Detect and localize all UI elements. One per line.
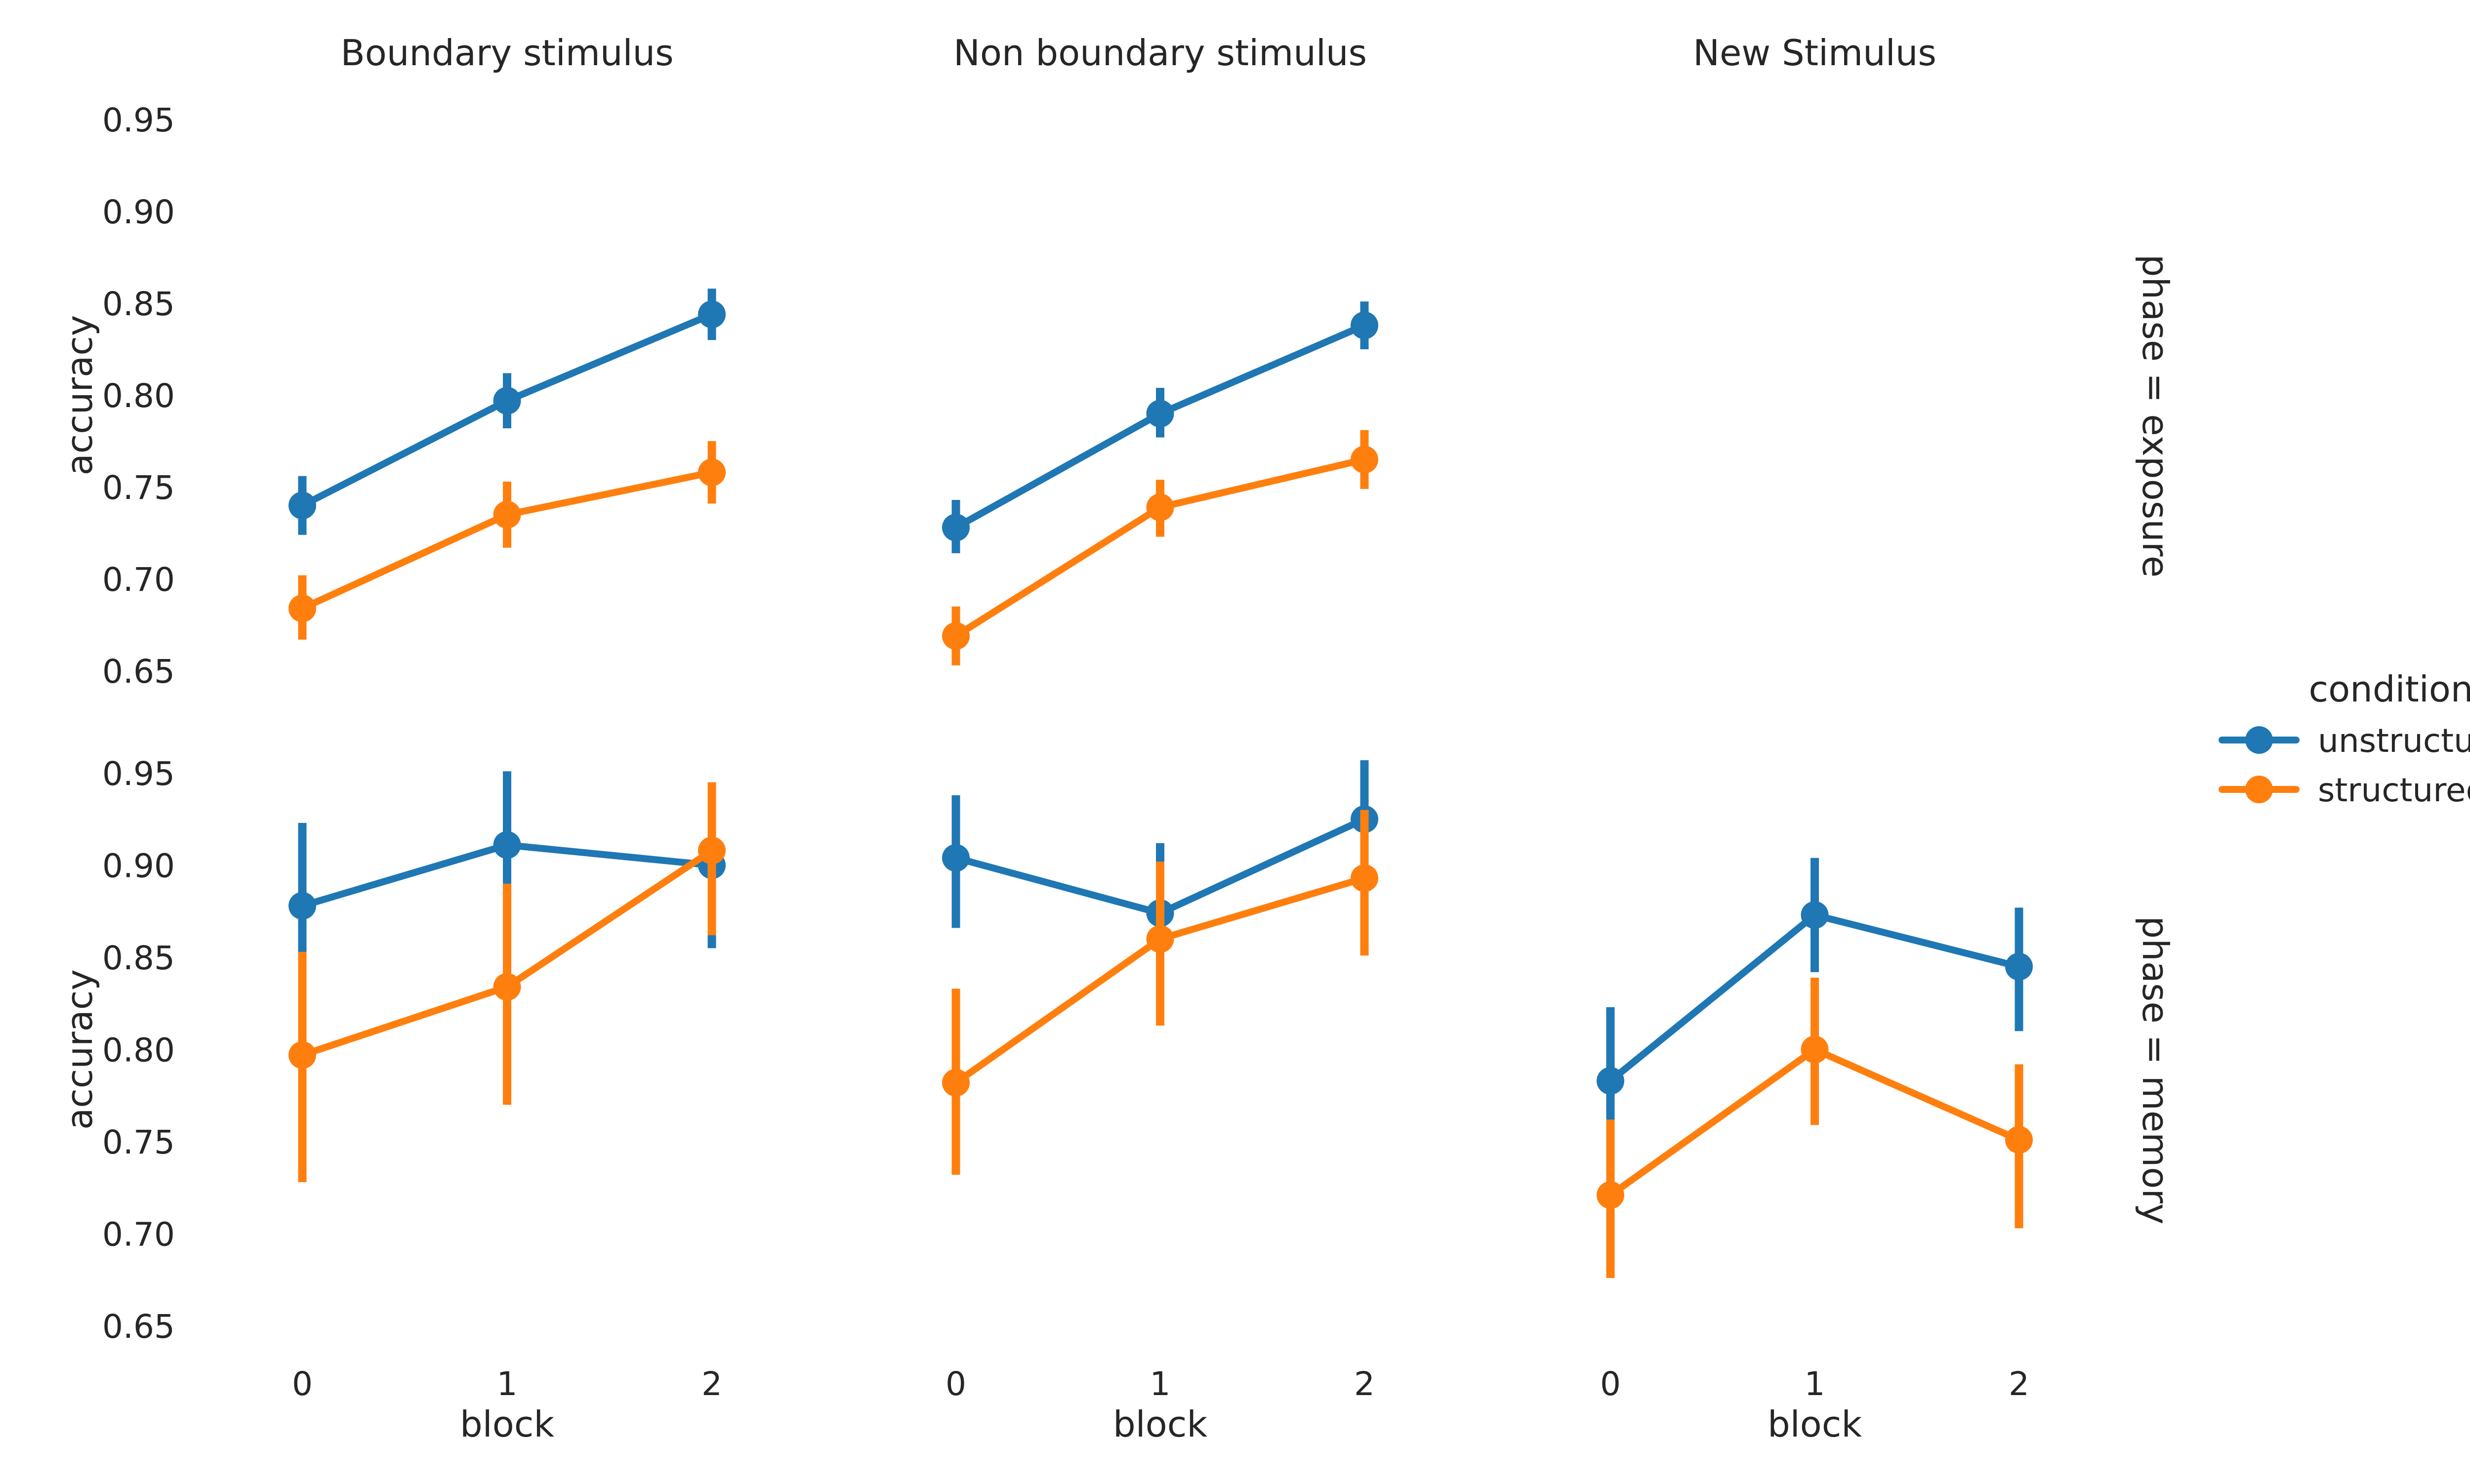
column-title: New Stimulus <box>1693 32 1936 74</box>
y-tick-label: 0.75 <box>102 469 175 507</box>
x-tick-label: 0 <box>1600 1365 1621 1403</box>
row-title: phase = exposure <box>2135 254 2176 577</box>
x-tick-label: 2 <box>1354 1365 1375 1403</box>
data-point-structured <box>1351 864 1378 892</box>
data-point-structured <box>493 973 521 1001</box>
data-point-structured <box>698 836 726 865</box>
column-title: Non boundary stimulus <box>953 32 1367 74</box>
data-point-structured <box>2005 1126 2033 1154</box>
y-tick-label: 0.80 <box>102 377 175 415</box>
data-point-structured <box>1351 446 1378 474</box>
x-tick-label: 0 <box>946 1365 966 1403</box>
data-point-unstructured <box>698 300 726 329</box>
data-point-unstructured <box>288 492 316 520</box>
legend: condition unstructured structured <box>2219 668 2470 809</box>
data-point-structured <box>288 1041 316 1069</box>
data-point-unstructured <box>1146 400 1174 428</box>
data-point-unstructured <box>942 844 970 872</box>
data-point-structured <box>1146 925 1174 953</box>
y-tick-label: 0.85 <box>102 285 175 323</box>
column-titles: Boundary stimulus Non boundary stimulus Ne… <box>340 32 1936 74</box>
data-point-unstructured <box>1801 901 1829 929</box>
data-point-unstructured <box>493 387 521 415</box>
data-point-structured <box>1597 1181 1624 1209</box>
data-point-structured <box>942 1069 970 1097</box>
y-axis-label: accuracy <box>59 315 100 476</box>
data-point-unstructured <box>1597 1067 1624 1095</box>
row-title: phase = memory <box>2135 916 2176 1224</box>
x-tick-label: 1 <box>1150 1365 1171 1403</box>
x-tick-label: 0 <box>292 1365 313 1403</box>
y-tick-label: 0.70 <box>102 1216 175 1254</box>
legend-label: structured <box>2318 771 2470 809</box>
y-tick-label: 0.95 <box>102 755 175 793</box>
data-point-structured <box>942 622 970 650</box>
column-title: Boundary stimulus <box>340 32 673 74</box>
y-tick-label: 0.65 <box>102 653 175 691</box>
y-tick-label: 0.80 <box>102 1031 175 1070</box>
data-point-unstructured <box>2005 952 2033 981</box>
x-tick-label: 1 <box>1805 1365 1825 1403</box>
x-axis-label: block <box>1768 1403 1862 1445</box>
y-tick-label: 0.75 <box>102 1123 175 1161</box>
y-tick-label: 0.85 <box>102 939 175 977</box>
axes-labels: phase = exposure phase = memory 0.65 0.70 0.… <box>59 101 2176 1445</box>
x-tick-label: 1 <box>497 1365 518 1403</box>
data-point-unstructured <box>288 892 316 920</box>
y-tick-label: 0.90 <box>102 847 175 885</box>
y-axis-label: accuracy <box>59 969 100 1130</box>
data-point-structured <box>1146 493 1174 521</box>
x-axis-label: block <box>1113 1403 1207 1445</box>
data-point-structured <box>698 458 726 487</box>
data-marks <box>288 289 2033 1278</box>
y-tick-label: 0.95 <box>102 101 175 139</box>
data-point-structured <box>1801 1035 1829 1064</box>
x-tick-label: 2 <box>2009 1365 2029 1403</box>
data-point-unstructured <box>942 513 970 541</box>
data-point-unstructured <box>1351 311 1378 339</box>
data-point-structured <box>493 500 521 529</box>
legend-marker-structured <box>2245 776 2273 803</box>
x-axis-label: block <box>460 1403 554 1445</box>
data-point-unstructured <box>493 831 521 859</box>
legend-title: condition <box>2309 668 2470 710</box>
legend-label: unstructured <box>2318 722 2470 760</box>
y-tick-label: 0.70 <box>102 561 175 599</box>
y-tick-label: 0.90 <box>102 193 175 231</box>
data-point-structured <box>288 594 316 622</box>
legend-marker-unstructured <box>2245 726 2273 754</box>
y-tick-label: 0.65 <box>102 1308 175 1346</box>
x-tick-label: 2 <box>701 1365 722 1403</box>
